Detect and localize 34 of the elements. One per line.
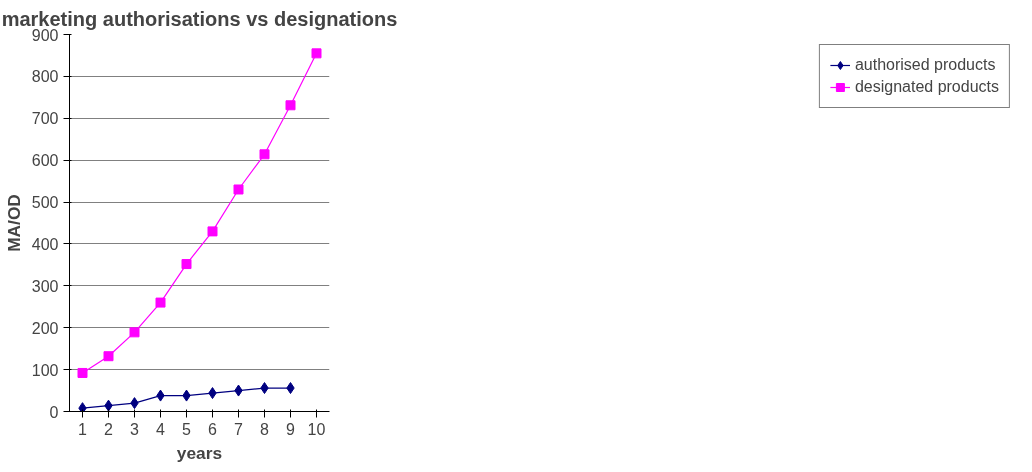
y-tick-label: 0	[49, 403, 59, 421]
x-tick-label: 8	[260, 420, 270, 438]
point	[103, 351, 114, 362]
x-tick-label: 6	[208, 420, 218, 438]
point	[285, 100, 296, 111]
x-tick-label: 3	[130, 420, 140, 438]
y-tick-label: 700	[31, 110, 59, 128]
point	[129, 327, 140, 338]
point	[78, 402, 87, 412]
legend-label: authorised products	[854, 56, 996, 74]
point	[181, 259, 192, 270]
y-tick-label: 800	[31, 68, 59, 86]
x-tick-label: 7	[234, 420, 244, 438]
y-tick-label: 200	[31, 319, 59, 337]
y-axis-title: MA/OD	[3, 194, 24, 252]
x-axis-title: years	[176, 442, 223, 463]
y-tick-label: 600	[31, 152, 59, 170]
y-tick-label: 300	[31, 277, 59, 295]
y-tick-label: 100	[31, 361, 59, 379]
x-tick-label: 9	[286, 420, 296, 438]
point	[77, 367, 88, 378]
point	[207, 226, 218, 237]
y-tick-label: 400	[31, 235, 59, 253]
point	[311, 48, 322, 59]
point	[155, 297, 166, 308]
x-tick-label: 4	[156, 420, 166, 438]
y-tick-label: 500	[31, 194, 59, 212]
point	[233, 184, 244, 195]
x-tick-label: 10	[307, 420, 326, 438]
x-tick-label: 2	[104, 420, 114, 438]
legend-label: designated products	[854, 78, 999, 96]
x-tick-label: 5	[182, 420, 192, 438]
x-tick-label: 1	[78, 420, 88, 438]
point	[259, 149, 270, 160]
